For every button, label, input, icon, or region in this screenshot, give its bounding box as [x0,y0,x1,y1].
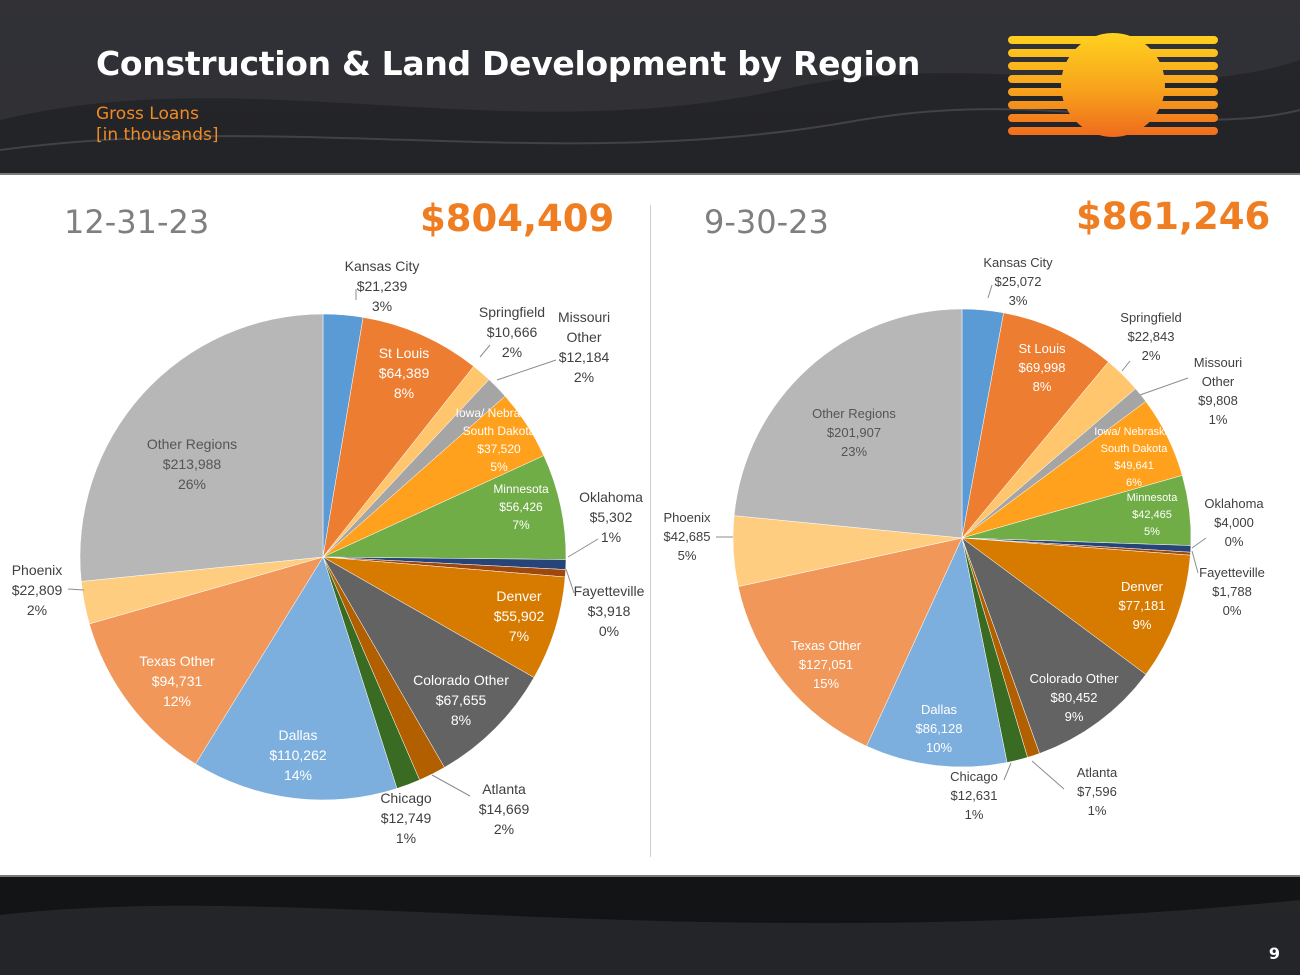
pie-slice-st-louis [322,317,475,558]
pie-slice-colorado-other [961,537,1147,754]
leader-line-fayetteville [1191,550,1199,574]
data-label-dallas: Dallas $110,262 14% [269,727,327,783]
data-label-iowa-nebraska-south-dakota: Iowa/ Nebraska/South Dakota $37,520 5% [456,406,543,474]
data-label-denver: Denver $77,181 9% [1119,579,1166,632]
data-label-texas-other: Texas Other $127,051 15% [791,638,862,691]
data-label-colorado-other: Colorado Other $67,655 8% [413,672,509,728]
chart-divider [650,205,651,857]
leader-line-springfield [1121,360,1131,372]
leader-line-fayetteville [565,568,575,594]
data-label-missouri-other: Missouri Other $9,808 1% [1194,355,1243,427]
leader-line-atlanta [1031,760,1065,790]
chart-1-date: 12-31-23 [64,203,210,241]
leader-line-phoenix [67,588,85,591]
data-label-other-regions: Other Regions $213,988 26% [147,436,237,492]
data-label-springfield: Springfield $22,843 2% [1120,310,1181,363]
data-label-chicago: Chicago $12,631 1% [950,769,998,822]
leader-line-missouri-other [496,359,557,381]
data-label-atlanta: Atlanta $14,669 2% [479,781,530,837]
chart-1-total: $804,409 [420,197,615,240]
pie-chart-1: Kansas City $21,239 3% St Louis $64,389 8% Spr… [12,258,645,846]
page-title: Construction & Land Development by Regio… [96,44,921,83]
pie-slice-minnesota [322,455,567,560]
charts-panel: 12-31-23 $804,409 9-30-23 $861,246 Kansa… [0,173,1300,877]
pie-slice-denver [961,537,1191,675]
chart-2-total: $861,246 [1076,195,1271,238]
leader-line-chicago [1003,762,1012,781]
pie-slice-other-regions [733,308,963,539]
chart-2-date: 9-30-23 [704,203,829,241]
data-label-kansas-city: Kansas City $21,239 3% [345,258,420,314]
page-number: 9 [1268,944,1280,963]
leader-line-oklahoma [1191,537,1207,549]
data-label-oklahoma: Oklahoma $4,000 0% [1204,496,1264,549]
pie-slice-denver [322,556,566,678]
pie-slice-texas-other [89,556,324,765]
data-label-texas-other: Texas Other $94,731 12% [139,653,215,709]
pie-slice-colorado-other [322,556,535,768]
leader-line-missouri-other [1139,377,1189,396]
pie-chart-2: Kansas City $25,072 3% St Louis $69,998 8% Spr… [664,255,1265,822]
subtitle-gross-loans: Gross Loans [96,104,199,124]
pie-slice-st-louis [961,312,1109,539]
data-label-other-regions: Other Regions $201,907 23% [812,406,896,459]
data-label-chicago: Chicago $12,749 1% [380,790,432,846]
pie-slice-dallas [866,537,1008,768]
data-label-springfield: Springfield $10,666 2% [479,304,545,360]
subtitle-units: [in thousands] [96,125,219,145]
leader-line-oklahoma [567,538,599,558]
data-label-fayetteville: Fayetteville $3,918 0% [574,583,645,639]
data-label-denver: Denver $55,902 7% [494,588,545,644]
leader-line-springfield [479,344,491,358]
pie-slice-texas-other [737,537,963,747]
data-label-dallas: Dallas $86,128 10% [916,702,963,755]
sun-logo-icon [1008,33,1218,137]
data-label-phoenix: Phoenix $42,685 5% [664,510,711,563]
data-label-oklahoma: Oklahoma $5,302 1% [579,489,643,545]
page-subtitle: Gross Loans [in thousands] [96,104,218,146]
data-label-iowa-nebraska-south-dakota: Iowa/ Nebraska/South Dakota $49,641 6% [1094,426,1174,489]
pie-slice-dallas [195,556,398,801]
data-label-colorado-other: Colorado Other $80,452 9% [1030,671,1120,724]
leader-line-kansas-city [987,284,993,299]
data-label-minnesota: Minnesota $42,465 5% [1127,492,1179,538]
leader-line-atlanta [431,774,471,797]
data-label-atlanta: Atlanta $7,596 1% [1077,765,1118,818]
data-label-missouri-other: Missouri Other $12,184 2% [558,309,610,385]
pie-slice-other-regions [79,313,324,582]
data-label-st-louis: St Louis $69,998 8% [1019,341,1066,394]
data-label-minnesota: Minnesota $56,426 7% [493,482,549,532]
data-label-st-louis: St Louis $64,389 8% [379,345,430,401]
pie-charts: Kansas City $21,239 3% St Louis $64,389 8% Spr… [12,255,1265,846]
data-label-phoenix: Phoenix $22,809 2% [12,562,63,618]
data-label-kansas-city: Kansas City $25,072 3% [983,255,1053,308]
data-label-fayetteville: Fayetteville $1,788 0% [1199,565,1265,618]
